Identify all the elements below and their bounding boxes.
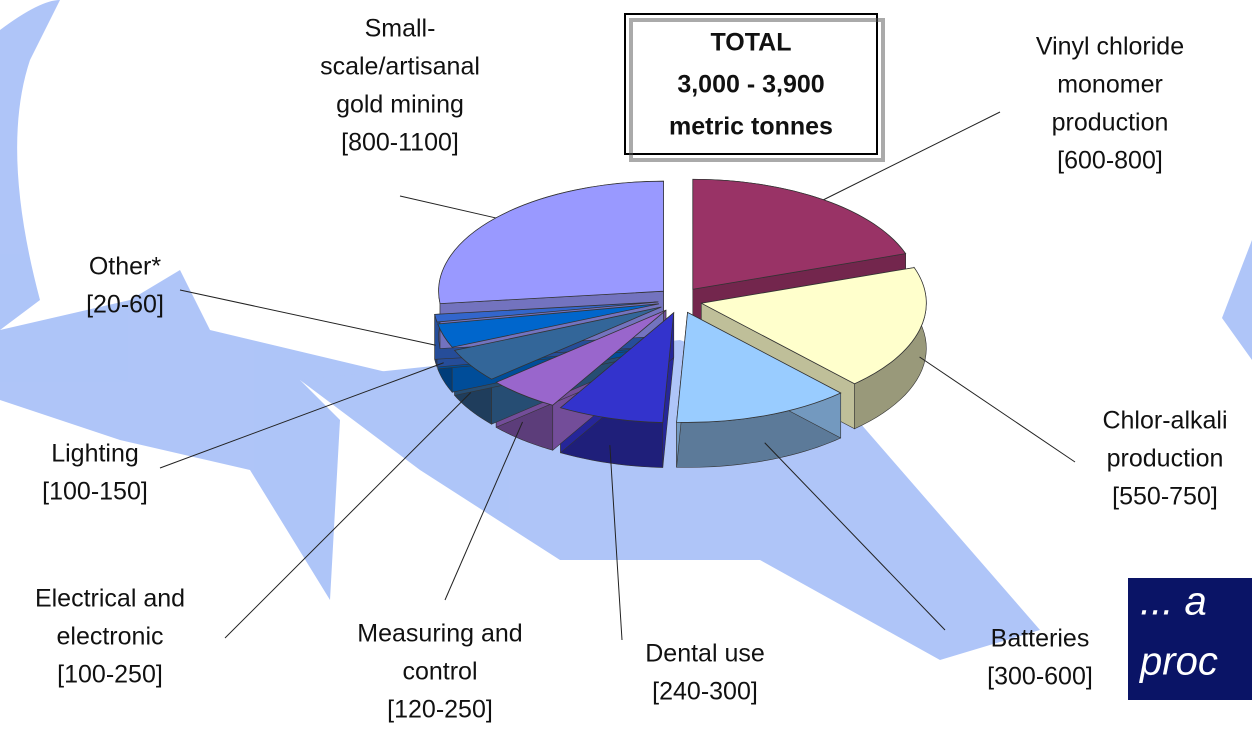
slice-label: production (1052, 109, 1169, 137)
leader-line (823, 111, 1001, 201)
overlay-text: proc (1139, 640, 1218, 684)
value-label: [20-60] (86, 291, 164, 319)
slice (438, 180, 664, 305)
leader-line (919, 356, 1076, 463)
slice (453, 306, 662, 380)
slice (495, 309, 667, 406)
slice (434, 301, 659, 323)
slice-label: Dental use (645, 640, 765, 668)
overlay-text: ... a (1140, 580, 1207, 624)
slice (437, 303, 660, 348)
value-label: [100-150] (42, 478, 148, 506)
value-label: [800-1100] (341, 129, 459, 157)
slice-label: Lighting (51, 440, 139, 468)
total-text: TOTAL (710, 29, 791, 57)
slice-label: Electrical and (35, 585, 185, 613)
leader-line (764, 442, 946, 631)
leader-line (444, 421, 523, 601)
pie (434, 178, 927, 468)
slice-label: Chlor-alkali (1102, 407, 1227, 435)
slice-label: Small- (365, 15, 436, 43)
slice-label: Measuring and (357, 620, 522, 648)
overlay-box (1128, 578, 1252, 700)
value-label: [120-250] (387, 696, 493, 724)
total-box-shadow (629, 18, 885, 162)
leader-line (179, 289, 436, 346)
slice-label: production (1107, 445, 1224, 473)
slice (700, 267, 927, 385)
total-text: metric tonnes (669, 113, 833, 141)
slice-label: scale/artisanal (320, 53, 480, 81)
pie-tops (434, 178, 927, 423)
leader-line (399, 195, 496, 219)
leader-line (224, 392, 472, 639)
total-box (624, 13, 878, 155)
value-label: [100-250] (57, 661, 163, 689)
slice (676, 311, 842, 423)
value-label: [600-800] (1057, 147, 1163, 175)
slice-label: gold mining (336, 91, 464, 119)
slice-label: electronic (57, 623, 164, 651)
slice-label: control (402, 658, 477, 686)
slice-label: Other* (89, 253, 162, 281)
slice-label: monomer (1057, 71, 1163, 99)
value-label: [550-750] (1112, 483, 1218, 511)
total-text: 3,000 - 3,900 (677, 71, 824, 99)
slice (559, 311, 675, 423)
leader-line (609, 445, 623, 641)
value-label: [300-600] (987, 663, 1093, 691)
slice-label: Vinyl chloride (1036, 33, 1184, 61)
slice-label: Batteries (991, 625, 1090, 653)
slice (692, 178, 907, 290)
value-label: [240-300] (652, 678, 758, 706)
leader-line (159, 362, 444, 469)
